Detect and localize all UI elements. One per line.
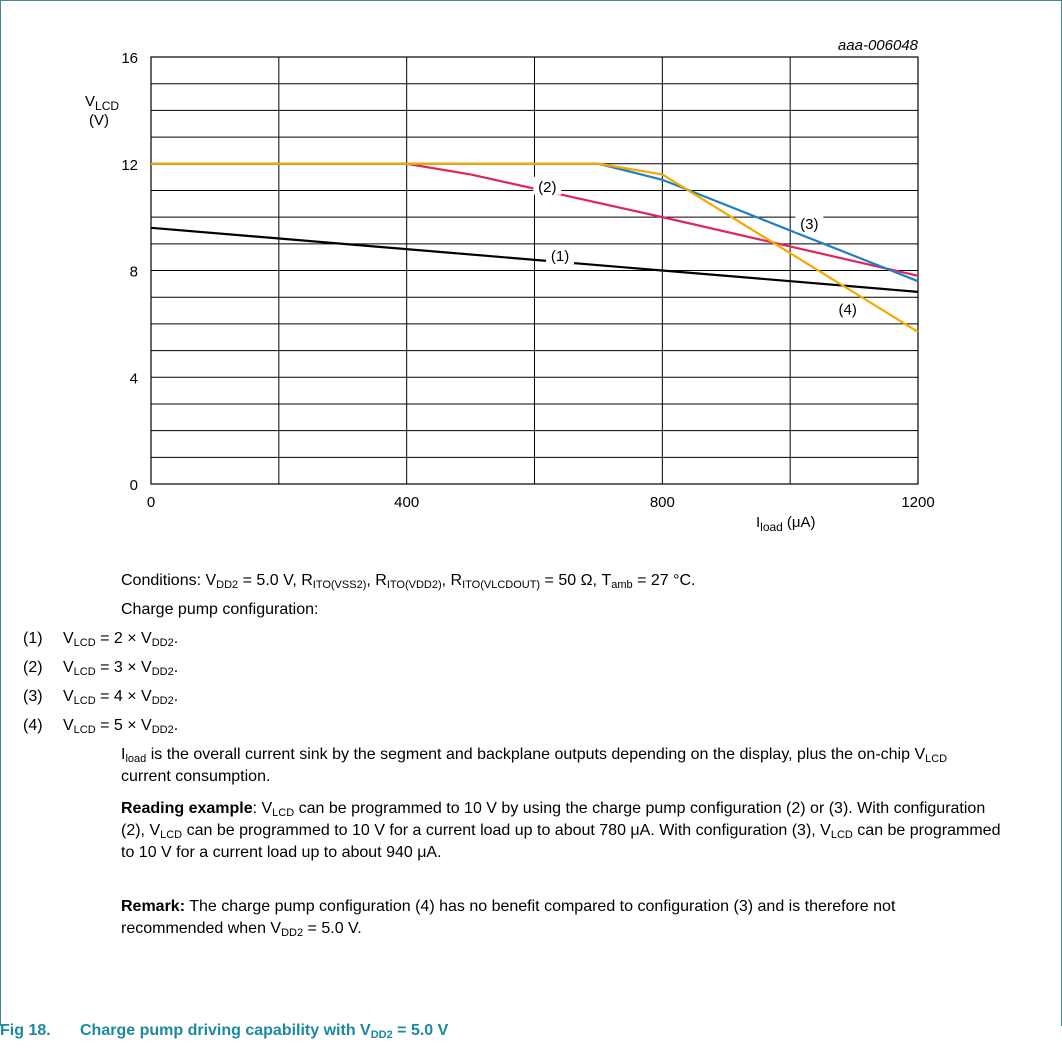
y-tick-label: 12: [121, 157, 138, 174]
config-item-2: (2) VLCD = 3 × VDD2.: [23, 659, 179, 678]
x-tick-label: 800: [650, 494, 675, 511]
config-heading: Charge pump configuration:: [121, 601, 319, 618]
remark: Remark: The charge pump configuration (4…: [121, 898, 896, 939]
series-line-4: [151, 162, 919, 333]
config-item-4: (4) VLCD = 5 × VDD2.: [23, 717, 179, 736]
series-label-bg: [533, 176, 562, 195]
x-tick-label: 0: [147, 494, 155, 511]
chart-series: [150, 162, 919, 333]
series-label-bg: [795, 214, 824, 233]
config-item-1: (1) VLCD = 2 × VDD2.: [23, 630, 179, 649]
iload-note: Iload is the overall current sink by the…: [121, 746, 948, 785]
reading-example: Reading example: VLCD can be programmed …: [121, 800, 1001, 861]
x-tick-label: 400: [394, 494, 419, 511]
series-labels: (1) (2) (3) (4): [533, 176, 862, 319]
chart-grid: [150, 56, 919, 485]
tick-labels: 0 400 800 1200 0 4 8 12 16: [121, 50, 934, 511]
series-label-1: (1): [551, 248, 569, 265]
chart-code: aaa-006048: [838, 37, 919, 54]
series-label-bg: [546, 246, 575, 265]
config-item-3: (3) VLCD = 4 × VDD2.: [23, 688, 179, 707]
y-tick-label: 0: [130, 477, 138, 494]
plot-area-border: [150, 56, 919, 485]
x-tick-label: 1200: [901, 494, 934, 511]
y-axis-label: VLCD: [85, 93, 119, 113]
chart: aaa-006048 VLCD (V) Iload (μA) 0 400 800 120…: [85, 37, 935, 534]
chart-axes: [150, 56, 919, 485]
series-line-1: [150, 226, 919, 293]
series-label-bg: [833, 299, 862, 318]
y-tick-label: 4: [130, 370, 138, 387]
series-label-4: (4): [839, 302, 857, 319]
y-tick-label: 8: [130, 264, 138, 281]
conditions-text: Conditions: VDD2 = 5.0 V, RITO(VSS2), RI…: [121, 572, 696, 591]
series-label-3: (3): [800, 216, 818, 233]
series-label-2: (2): [538, 179, 556, 196]
y-tick-label: 16: [121, 50, 138, 67]
figure-caption: Fig 18. Charge pump driving capability wi…: [0, 1022, 449, 1041]
x-axis-label: Iload (μA): [756, 514, 816, 534]
y-axis-unit: (V): [89, 112, 109, 129]
